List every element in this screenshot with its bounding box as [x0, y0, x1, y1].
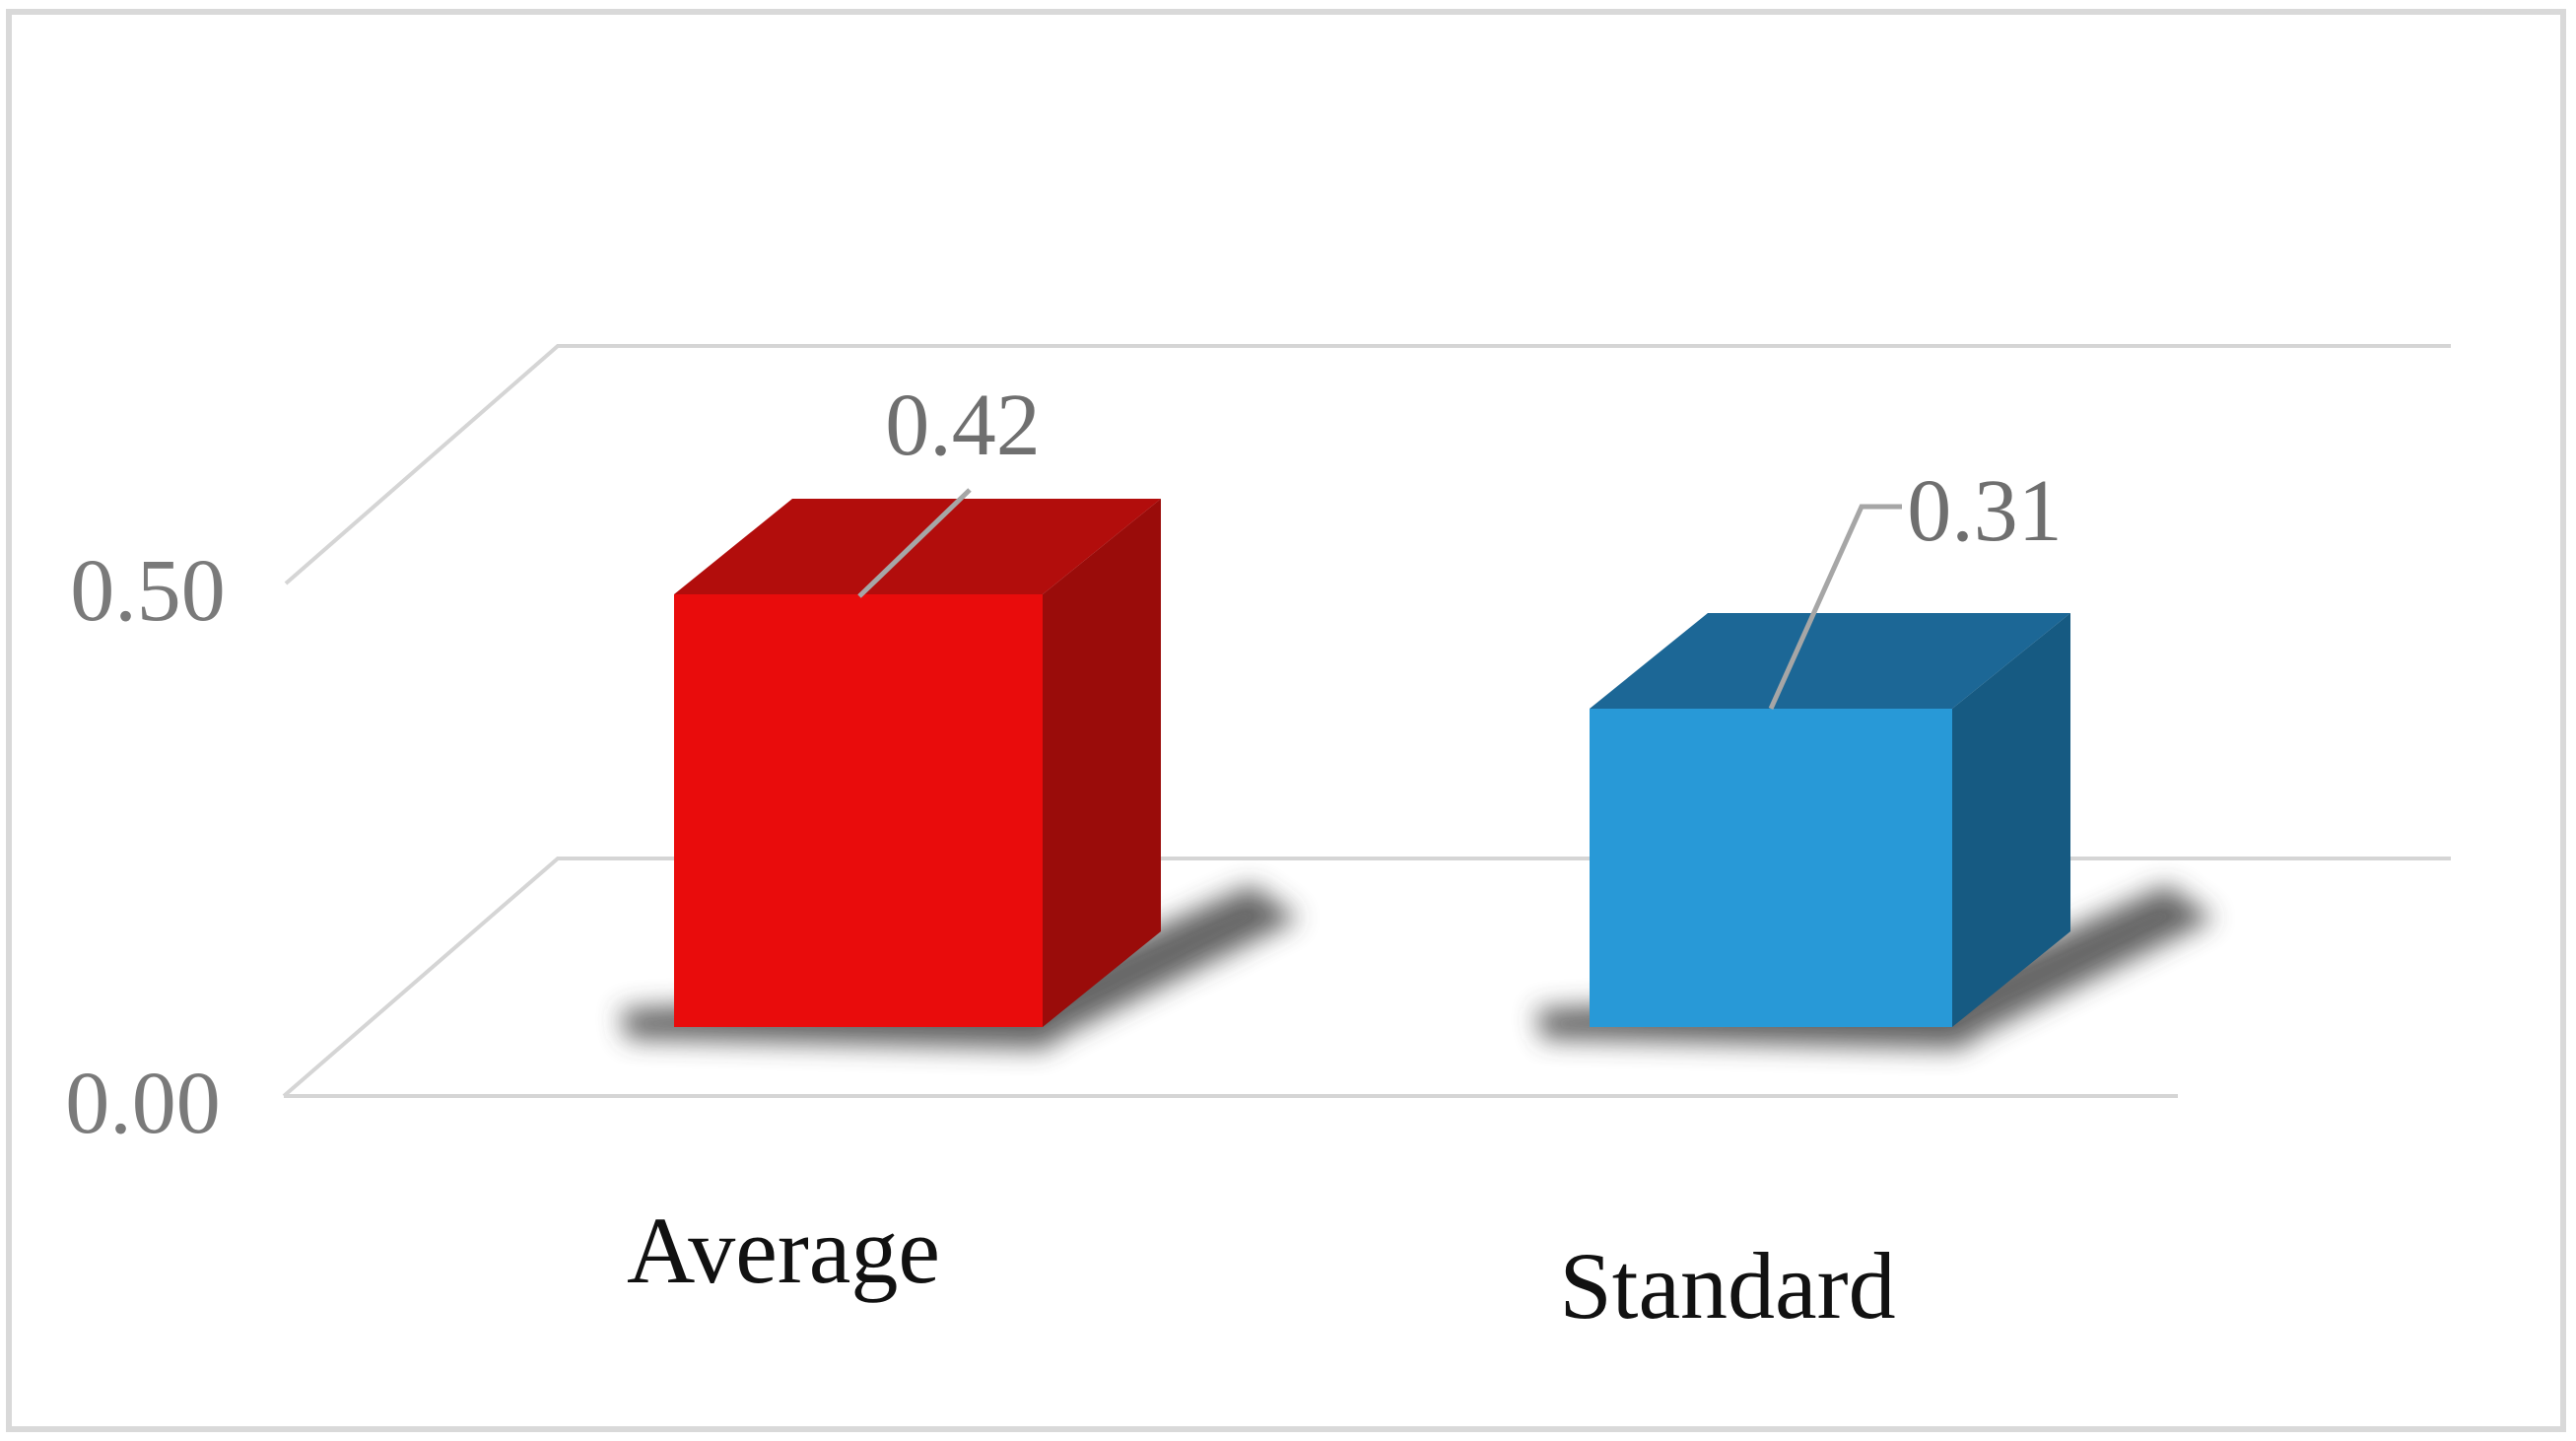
bar-standard-side-face — [1952, 613, 2070, 1027]
category-label-standard: Standard — [1559, 1233, 1895, 1338]
data-label-leader-average — [857, 488, 972, 598]
gridline-0-00 — [282, 857, 2451, 1098]
bar-average — [674, 499, 1161, 1027]
value-axis-tick-0-00: 0.00 — [65, 1055, 221, 1152]
bar-standard-front-face — [1590, 709, 1952, 1027]
category-label-average: Average — [627, 1198, 940, 1303]
data-label-leader-standard — [1768, 504, 1902, 711]
value-axis-tick-0-50: 0.50 — [70, 542, 226, 640]
data-label-average: 0.42 — [885, 377, 1041, 474]
bar-standard-top-face — [1590, 613, 2070, 709]
bar-average-front-face — [674, 594, 1043, 1027]
gridline-0-50 — [284, 344, 2451, 585]
bar-average-side-face — [1043, 499, 1161, 1027]
bar-standard — [1590, 613, 2070, 1027]
gridlines — [282, 344, 2451, 1098]
chart-border — [6, 9, 2566, 1432]
bar-average-top-face — [674, 499, 1161, 594]
leader-lines — [857, 488, 1902, 711]
data-label-standard: 0.31 — [1907, 462, 2063, 560]
